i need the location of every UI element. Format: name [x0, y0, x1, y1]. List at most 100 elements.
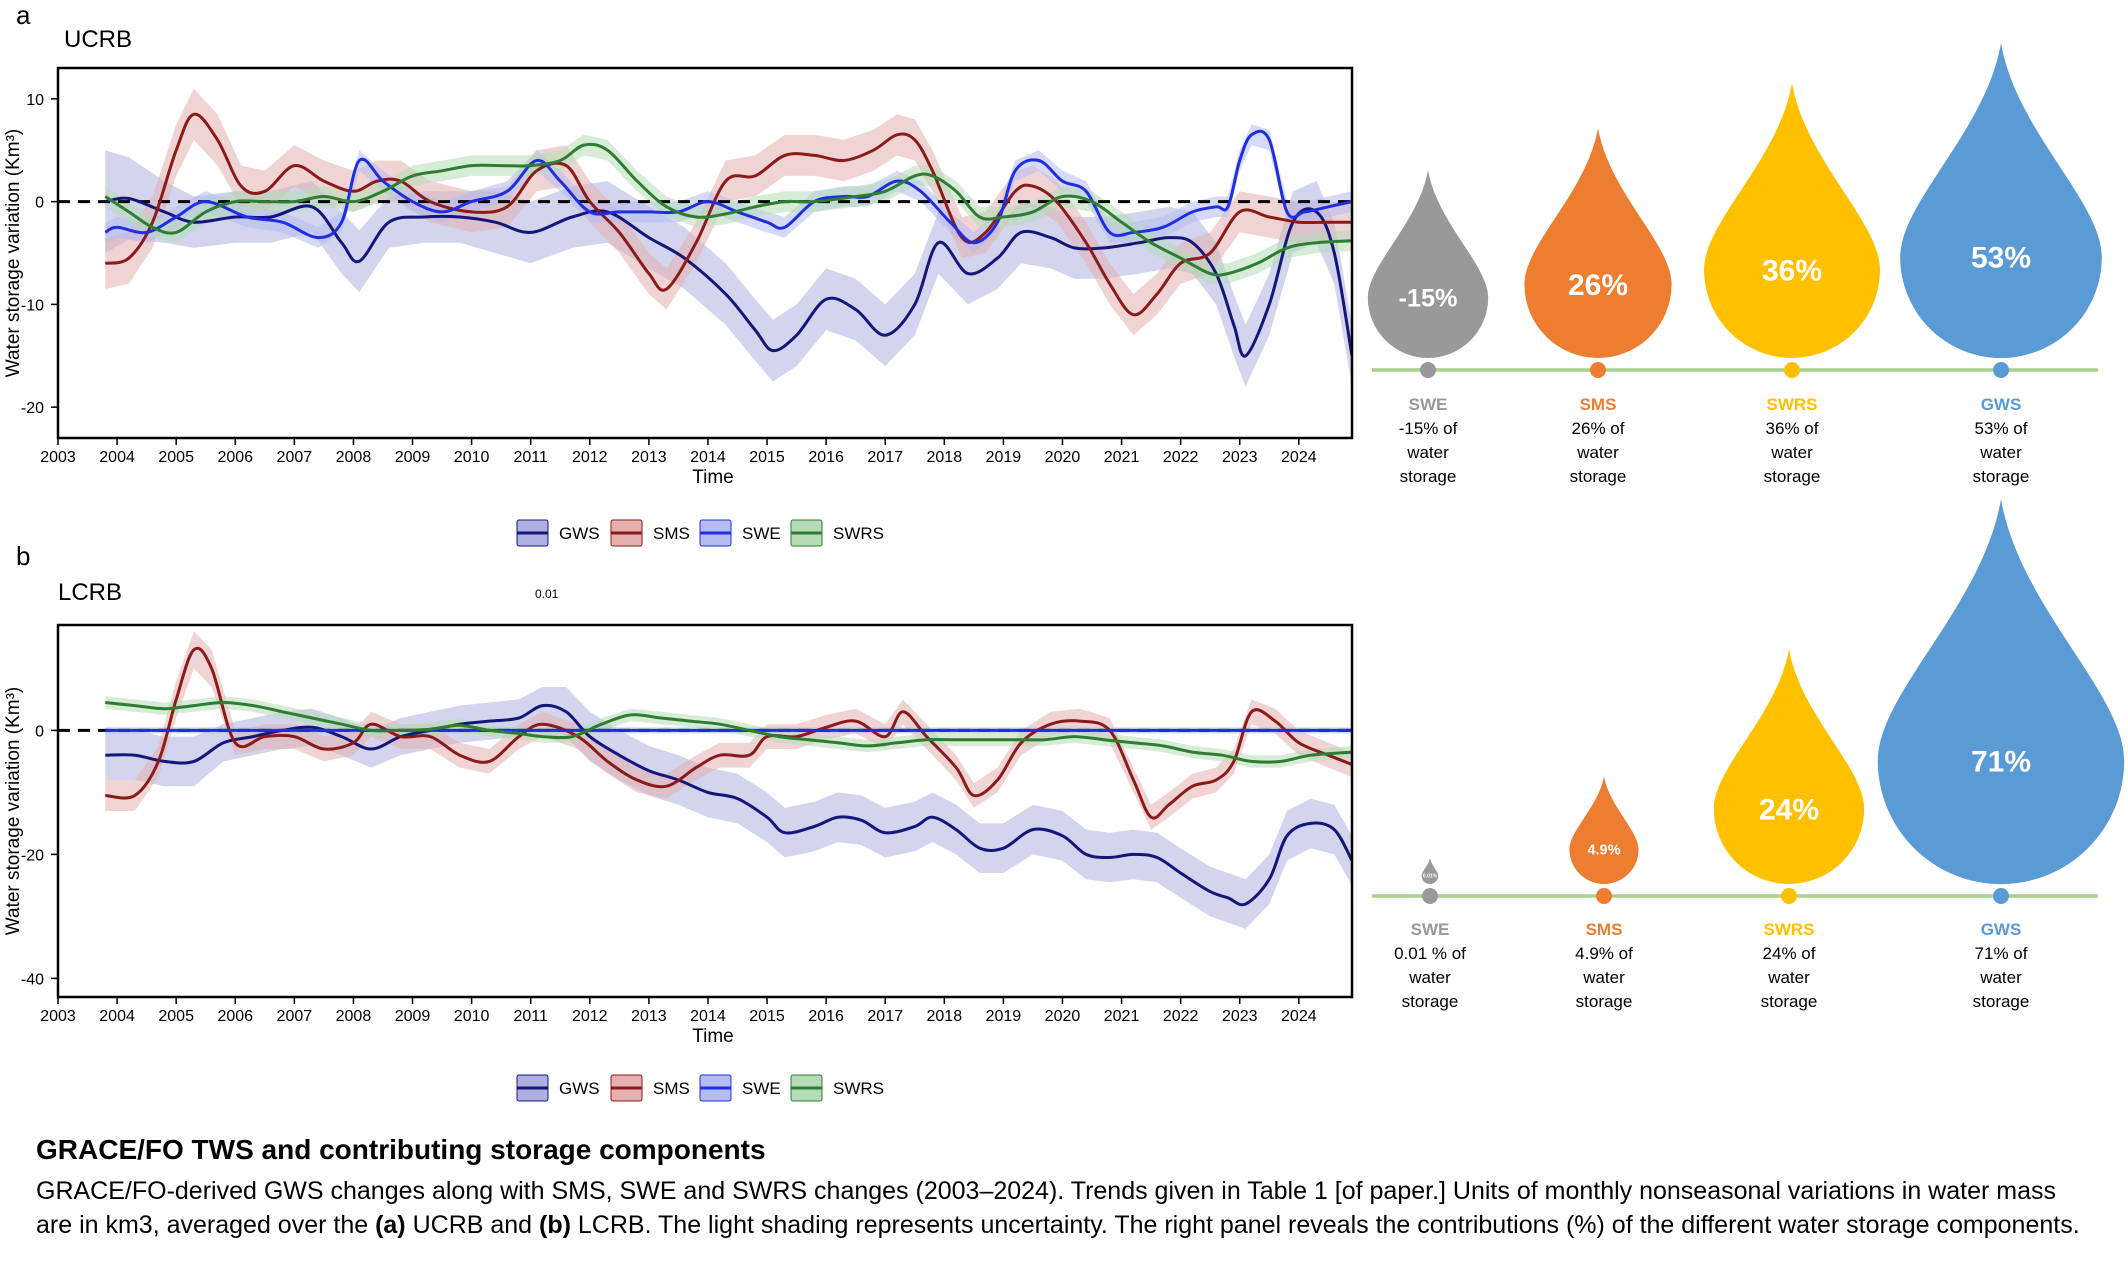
contribution-marker-swrs [1784, 362, 1800, 378]
x-tick-label: 2008 [336, 449, 372, 466]
panel-letter-a: a [16, 0, 31, 30]
caption-text: GRACE/FO-derived GWS changes along with … [36, 1174, 2096, 1242]
x-tick-label: 2020 [1045, 1008, 1081, 1025]
contribution-desc-3: storage [1761, 992, 1818, 1011]
contribution-desc-2: water [1406, 443, 1449, 462]
x-tick-label: 2017 [867, 449, 903, 466]
contribution-desc-1: 53% of [1975, 419, 2028, 438]
x-axis-label: Time [692, 467, 734, 488]
x-tick-label: 2010 [454, 1008, 490, 1025]
x-tick-label: 2017 [867, 1008, 903, 1025]
contribution-name-swe: SWE [1411, 920, 1450, 939]
x-tick-label: 2004 [99, 1008, 135, 1025]
contribution-desc-3: storage [1576, 992, 1633, 1011]
caption-part-1: GRACE/FO-derived GWS changes along with … [36, 1177, 2056, 1239]
x-tick-label: 2022 [1163, 449, 1199, 466]
x-tick-label: 2018 [927, 1008, 963, 1025]
contribution-drop-swrs [1713, 649, 1865, 884]
contribution-desc-3: storage [1402, 992, 1459, 1011]
plot-series-group [58, 631, 1352, 929]
chart-lcrb: 2003 2004 2005 2006 2007 2008 2009 2010 2011 2012… [3, 623, 1354, 1047]
contribution-drop-label-gws: 53% [1971, 242, 2031, 275]
contribution-drop-gws [1877, 499, 2125, 885]
x-tick-label: 2004 [99, 449, 135, 466]
panel-b-note: 0.01 [535, 587, 559, 601]
contribution-desc-1: 0.01 % of [1394, 944, 1466, 963]
panel-title-ucrb: UCRB [64, 26, 132, 53]
x-tick-label: 2012 [572, 1008, 608, 1025]
x-tick-label: 2024 [1281, 449, 1317, 466]
series-line-gws [105, 196, 1352, 358]
x-tick-label: 2007 [277, 449, 313, 466]
x-tick-label: 2009 [395, 449, 431, 466]
x-tick-label: 2018 [927, 449, 963, 466]
contribution-drop-swe [1421, 858, 1439, 885]
contribution-name-swe: SWE [1409, 395, 1448, 414]
y-tick-label: -40 [21, 971, 44, 988]
caption-part-2: UCRB and [405, 1211, 540, 1239]
y-tick-label: -20 [21, 847, 44, 864]
legend-label-sms: SMS [653, 1079, 690, 1098]
contributions-ucrb: -15% SWE -15% of water storage 26% SMS 26% of wa… [1367, 43, 2102, 486]
contribution-drop-swe [1367, 170, 1489, 359]
x-tick-label: 2010 [454, 449, 490, 466]
caption-bold-b: (b) [539, 1211, 571, 1239]
caption-title: GRACE/FO TWS and contributing storage co… [36, 1134, 766, 1165]
x-tick-label: 2006 [217, 449, 253, 466]
contribution-desc-2: water [1979, 443, 2022, 462]
x-tick-label: 2005 [158, 1008, 194, 1025]
x-tick-label: 2005 [158, 449, 194, 466]
contribution-name-sms: SMS [1580, 395, 1617, 414]
contribution-desc-1: 36% of [1766, 419, 1819, 438]
x-tick-label: 2022 [1163, 1008, 1199, 1025]
contribution-drop-label-gws: 71% [1971, 745, 2031, 778]
legend-label-swe: SWE [742, 524, 781, 543]
x-tick-label: 2013 [631, 449, 667, 466]
contribution-drop-swrs [1704, 83, 1880, 358]
contribution-desc-3: storage [1570, 467, 1627, 486]
contribution-desc-2: water [1408, 968, 1451, 987]
contribution-desc-1: 71% of [1975, 944, 2028, 963]
x-tick-label: 2003 [40, 1008, 76, 1025]
legend-label-gws: GWS [559, 524, 600, 543]
x-tick-label: 2007 [277, 1008, 313, 1025]
contribution-drop-gws [1900, 43, 2102, 359]
panel-title-lcrb: LCRB [58, 579, 122, 606]
x-tick-label: 2011 [513, 1008, 548, 1025]
contribution-desc-3: storage [1973, 992, 2030, 1011]
x-tick-label: 2021 [1104, 449, 1140, 466]
chart-ucrb: 2003 2004 2005 2006 2007 2008 2009 2010 2011 2012… [3, 66, 1354, 488]
contribution-desc-1: 26% of [1572, 419, 1625, 438]
series-line-swrs [104, 142, 1352, 277]
series-line-gws [105, 703, 1352, 907]
figure: a UCRB b LCRB 0.01 2003 2004 2005 2006 2007 2… [3, 0, 2125, 1102]
plot-frame [56, 623, 1354, 999]
y-axis-label: Water storage variation (Km³) [3, 687, 24, 935]
caption-part-3: LCRB. The light shading represents uncer… [570, 1211, 2080, 1239]
x-tick-label: 2012 [572, 449, 608, 466]
x-tick-label: 2019 [986, 449, 1022, 466]
contribution-marker-swrs [1781, 888, 1797, 904]
uncertainty-band-swrs [105, 696, 1352, 768]
panel-letter-b: b [16, 541, 30, 571]
y-axis-label: Water storage variation (Km³) [3, 129, 24, 377]
x-tick-label: 2003 [40, 449, 76, 466]
legend-lcrb: GWS SMS SWE SWRS [516, 1074, 884, 1102]
contribution-name-swrs: SWRS [1767, 395, 1818, 414]
x-tick-label: 2016 [808, 1008, 844, 1025]
contribution-drop-label-swrs: 24% [1759, 793, 1819, 826]
contribution-drop-label-sms: 26% [1568, 269, 1628, 302]
x-tick-label: 2019 [986, 1008, 1022, 1025]
x-tick-label: 2008 [336, 1008, 372, 1025]
legend-ucrb: GWS SMS SWE SWRS [516, 519, 884, 547]
series-line-sms [105, 646, 1352, 820]
legend-label-sms: SMS [653, 524, 690, 543]
contribution-marker-sms [1596, 888, 1612, 904]
contribution-marker-swe [1422, 888, 1438, 904]
contribution-desc-3: storage [1764, 467, 1821, 486]
contribution-desc-2: water [1576, 443, 1619, 462]
contribution-desc-1: 24% of [1763, 944, 1816, 963]
x-tick-label: 2013 [631, 1008, 667, 1025]
contribution-desc-2: water [1582, 968, 1625, 987]
series-line-swrs [105, 700, 1352, 764]
